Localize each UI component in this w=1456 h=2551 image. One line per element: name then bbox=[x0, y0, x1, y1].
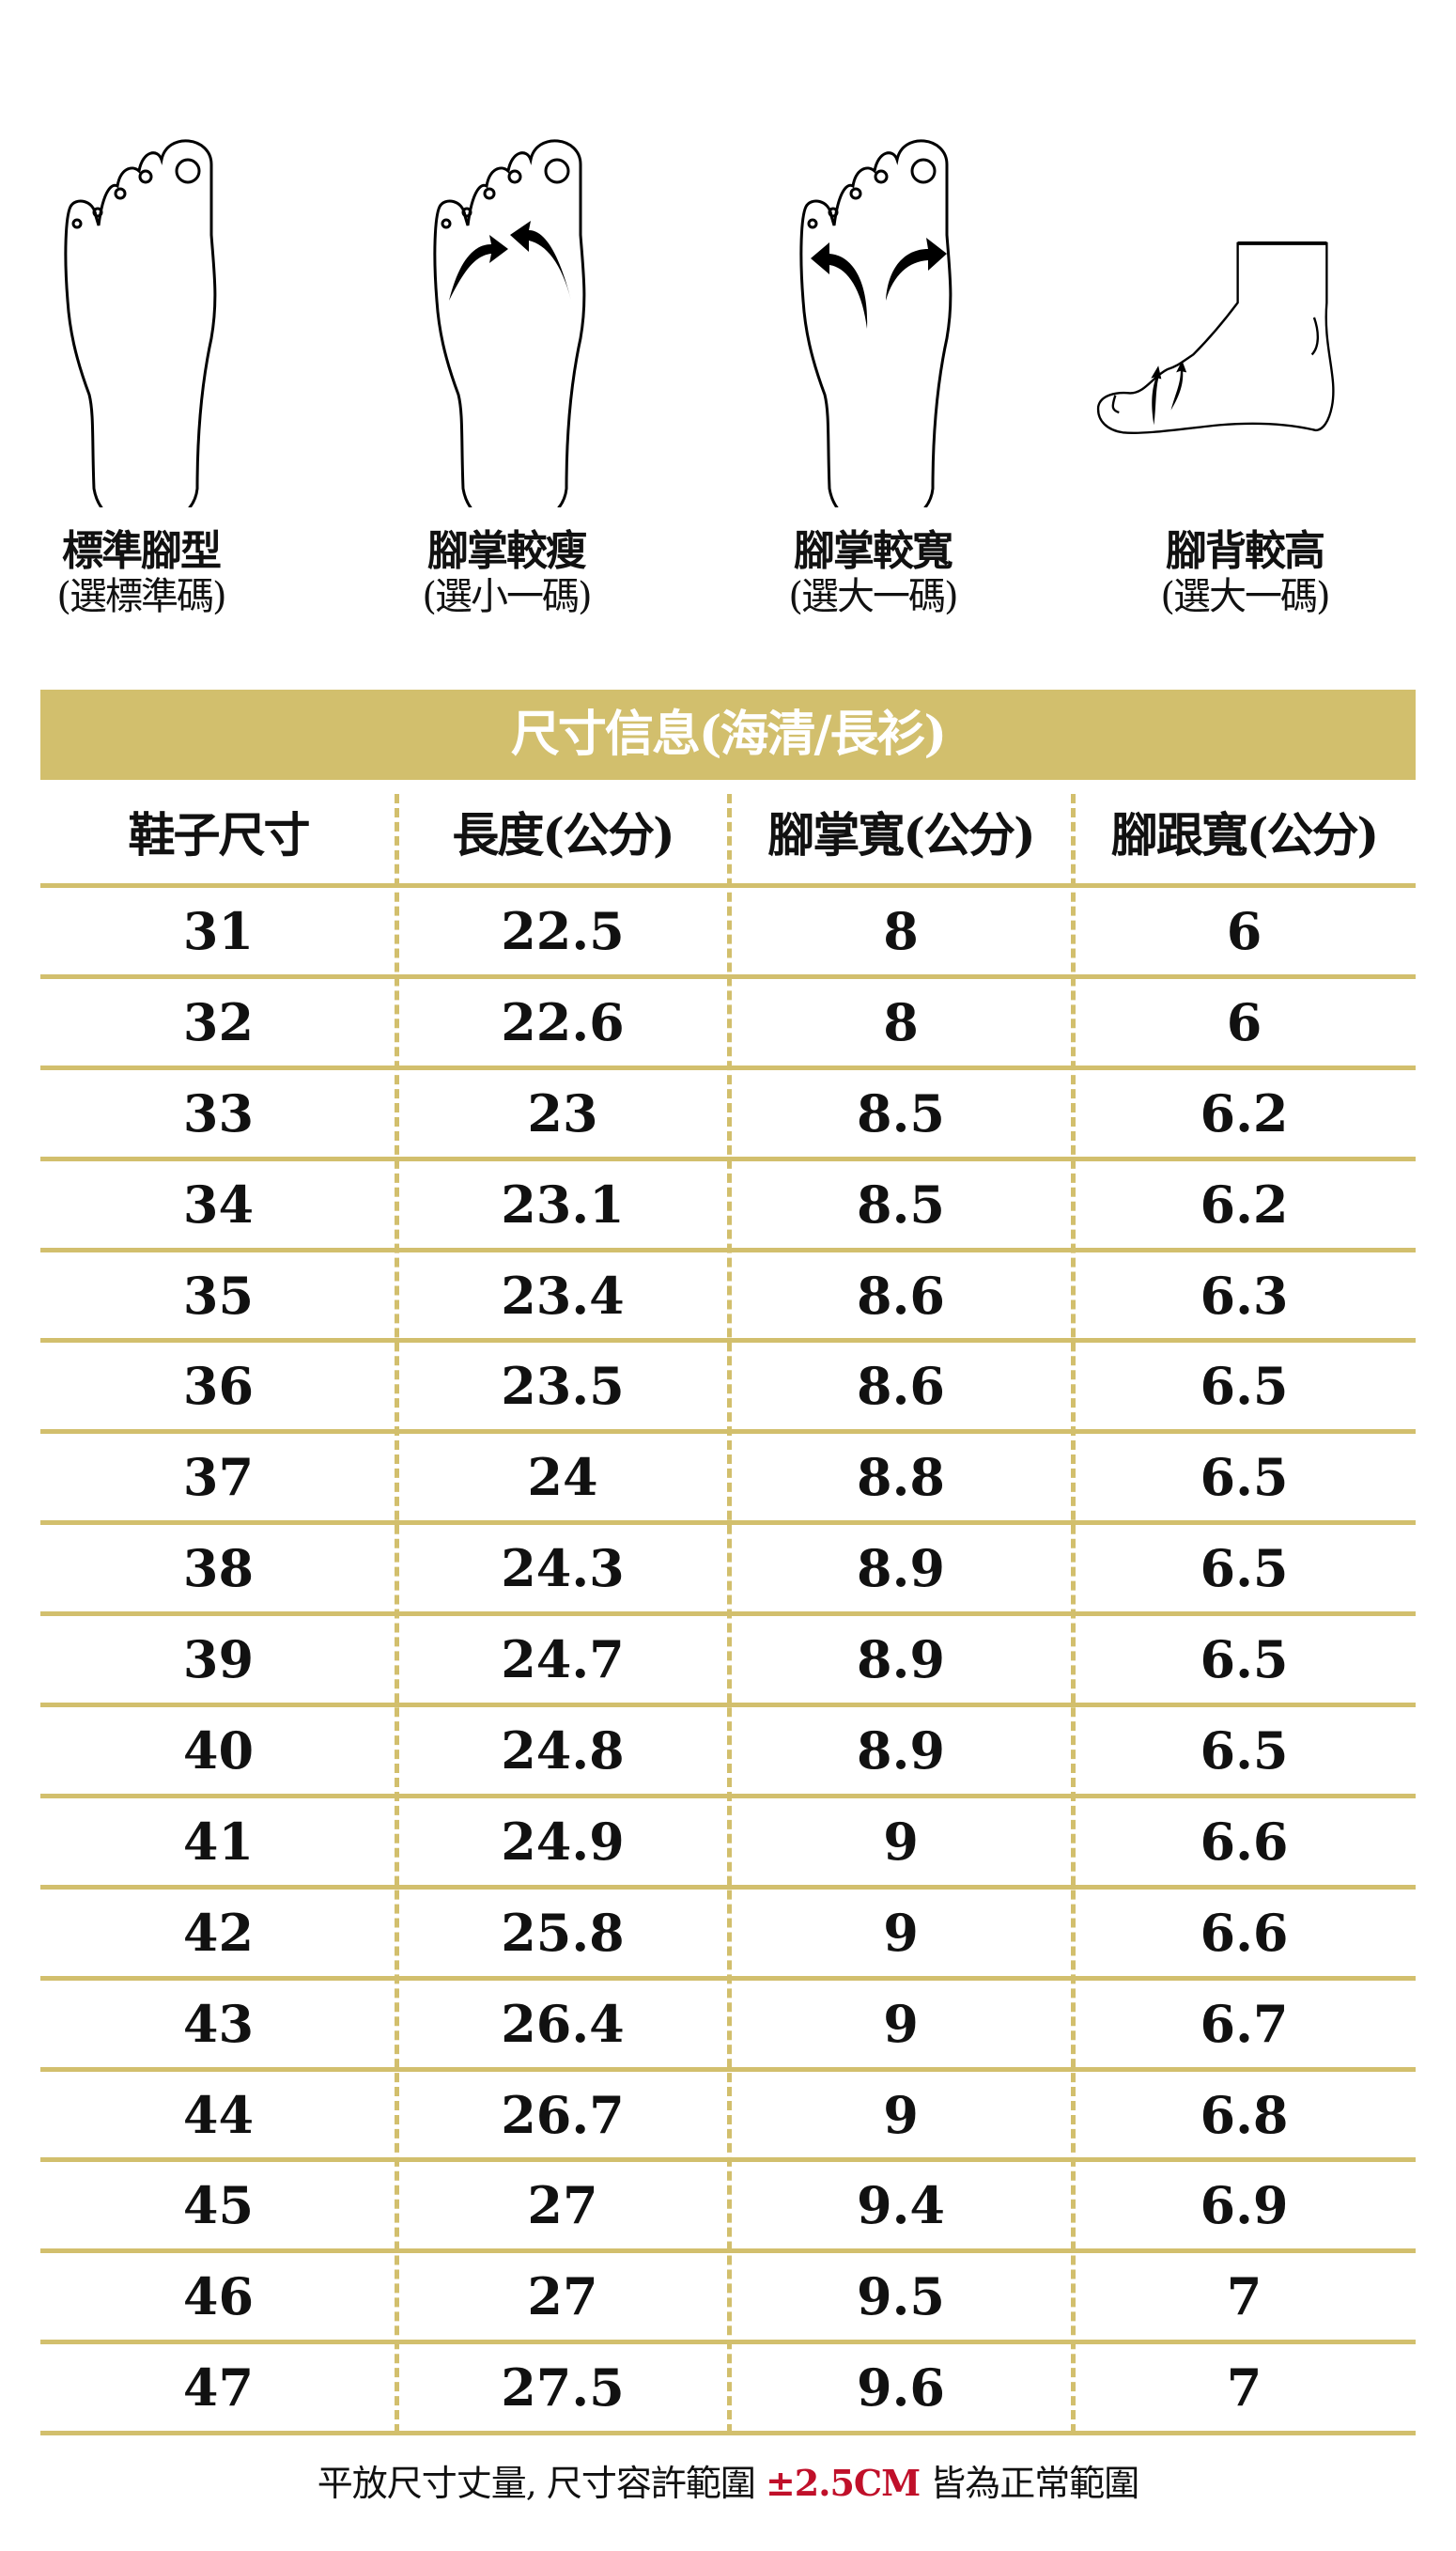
cell-length: 23.1 bbox=[501, 1174, 625, 1235]
cell-shoe-size: 41 bbox=[182, 1811, 255, 1872]
cell-heel-width: 6.3 bbox=[1200, 1265, 1289, 1326]
cell-heel-width: 6.7 bbox=[1200, 1993, 1289, 2054]
cell-length: 24.3 bbox=[501, 1538, 625, 1599]
header-ball-width: 腳掌寬(公分) bbox=[767, 807, 1035, 863]
header-heel-width: 腳跟寬(公分) bbox=[1110, 807, 1379, 863]
cell-shoe-size: 44 bbox=[182, 2084, 255, 2145]
foot-type-title: 腳掌較瘦 bbox=[427, 527, 587, 575]
cell-heel-width: 7 bbox=[1226, 2357, 1262, 2419]
cell-heel-width: 6.2 bbox=[1200, 1174, 1289, 1235]
cell-heel-width: 6 bbox=[1226, 991, 1262, 1052]
cell-ball-width: 9.5 bbox=[857, 2266, 945, 2327]
cell-heel-width: 6.6 bbox=[1200, 1811, 1289, 1872]
cell-shoe-size: 40 bbox=[182, 1719, 255, 1781]
cell-ball-width: 8 bbox=[883, 991, 919, 1052]
cell-heel-width: 6.9 bbox=[1200, 2175, 1289, 2236]
cell-shoe-size: 46 bbox=[182, 2266, 255, 2327]
column-divider bbox=[1071, 794, 1076, 2434]
note-text-before: 平放尺寸丈量, 尺寸容許範圍 bbox=[317, 2463, 766, 2504]
header-length: 長度(公分) bbox=[452, 807, 674, 863]
cell-heel-width: 6.6 bbox=[1200, 1902, 1289, 1963]
cell-ball-width: 8.8 bbox=[857, 1447, 945, 1508]
column-divider bbox=[395, 794, 399, 2434]
narrow-foot-icon bbox=[369, 113, 651, 529]
cell-length: 23.5 bbox=[501, 1356, 625, 1417]
cell-shoe-size: 42 bbox=[182, 1902, 255, 1963]
cell-shoe-size: 45 bbox=[182, 2175, 255, 2236]
foot-type-title: 標準腳型 bbox=[62, 527, 222, 575]
cell-shoe-size: 32 bbox=[182, 991, 255, 1052]
cell-heel-width: 6.2 bbox=[1200, 1082, 1289, 1143]
cell-ball-width: 8.6 bbox=[857, 1265, 945, 1326]
table-row: 39 24.7 8.9 6.5 bbox=[40, 1616, 1416, 1708]
foot-type-title: 腳掌較寬 bbox=[794, 527, 953, 575]
cell-heel-width: 6.5 bbox=[1200, 1629, 1289, 1690]
cell-shoe-size: 39 bbox=[182, 1629, 255, 1690]
cell-heel-width: 7 bbox=[1226, 2266, 1262, 2327]
cell-length: 24.8 bbox=[501, 1719, 625, 1781]
cell-length: 22.6 bbox=[501, 991, 625, 1052]
foot-type-subtitle: (選大一碼) bbox=[1160, 575, 1330, 618]
cell-length: 26.4 bbox=[501, 1993, 625, 2054]
cell-heel-width: 6 bbox=[1226, 900, 1262, 961]
cell-shoe-size: 34 bbox=[182, 1174, 255, 1235]
cell-ball-width: 9.6 bbox=[857, 2357, 945, 2419]
cell-length: 23 bbox=[527, 1082, 598, 1143]
wide-foot-icon bbox=[736, 113, 1017, 529]
cell-length: 27 bbox=[527, 2266, 598, 2327]
measurement-note: 平放尺寸丈量, 尺寸容許範圍 ±2.5CM 皆為正常範圍 bbox=[0, 2454, 1456, 2506]
high-instep-foot-icon bbox=[1071, 113, 1353, 507]
header-shoe-size: 鞋子尺寸 bbox=[128, 807, 311, 863]
note-text-after: 皆為正常範圍 bbox=[920, 2463, 1139, 2504]
cell-ball-width: 9 bbox=[883, 2084, 919, 2145]
cell-heel-width: 6.5 bbox=[1200, 1719, 1289, 1781]
foot-type-subtitle: (選標準碼) bbox=[56, 575, 226, 618]
tolerance-highlight: ±2.5CM bbox=[765, 2462, 921, 2504]
cell-ball-width: 8.9 bbox=[857, 1719, 945, 1781]
cell-heel-width: 6.5 bbox=[1200, 1538, 1289, 1599]
cell-ball-width: 8.5 bbox=[857, 1082, 945, 1143]
cell-length: 25.8 bbox=[501, 1902, 625, 1963]
size-table: 鞋子尺寸 長度(公分) 腳掌寬(公分) 腳跟寬(公分) 31 22.5 8 6 32 22… bbox=[40, 780, 1416, 2436]
cell-length: 23.4 bbox=[501, 1265, 625, 1326]
standard-foot-icon bbox=[0, 113, 282, 529]
cell-shoe-size: 35 bbox=[182, 1265, 255, 1326]
cell-length: 26.7 bbox=[501, 2084, 625, 2145]
column-divider bbox=[727, 794, 732, 2434]
cell-shoe-size: 37 bbox=[182, 1447, 255, 1508]
cell-shoe-size: 47 bbox=[182, 2357, 255, 2419]
foot-type-subtitle: (選大一碼) bbox=[788, 575, 958, 618]
cell-ball-width: 9 bbox=[883, 1902, 919, 1963]
cell-heel-width: 6.5 bbox=[1200, 1447, 1289, 1508]
cell-length: 24 bbox=[527, 1447, 598, 1508]
cell-length: 27.5 bbox=[501, 2357, 625, 2419]
cell-length: 24.9 bbox=[501, 1811, 625, 1872]
size-info-banner: 尺寸信息(海清/長衫) bbox=[40, 690, 1416, 780]
cell-ball-width: 8 bbox=[883, 900, 919, 961]
cell-ball-width: 8.6 bbox=[857, 1356, 945, 1417]
foot-type-subtitle: (選小一碼) bbox=[422, 575, 592, 618]
cell-ball-width: 8.5 bbox=[857, 1174, 945, 1235]
cell-ball-width: 8.9 bbox=[857, 1629, 945, 1690]
cell-length: 22.5 bbox=[501, 900, 625, 961]
table-row: 40 24.8 8.9 6.5 bbox=[40, 1707, 1416, 1798]
cell-length: 24.7 bbox=[501, 1629, 625, 1690]
cell-shoe-size: 38 bbox=[182, 1538, 255, 1599]
cell-shoe-size: 43 bbox=[182, 1993, 255, 2054]
cell-shoe-size: 36 bbox=[182, 1356, 255, 1417]
cell-ball-width: 9 bbox=[883, 1993, 919, 2054]
cell-heel-width: 6.5 bbox=[1200, 1356, 1289, 1417]
cell-ball-width: 8.9 bbox=[857, 1538, 945, 1599]
cell-length: 27 bbox=[527, 2175, 598, 2236]
cell-ball-width: 9.4 bbox=[857, 2175, 945, 2236]
foot-type-title: 腳背較高 bbox=[1166, 527, 1325, 575]
cell-shoe-size: 33 bbox=[182, 1082, 255, 1143]
cell-shoe-size: 31 bbox=[182, 900, 255, 961]
cell-ball-width: 9 bbox=[883, 1811, 919, 1872]
cell-heel-width: 6.8 bbox=[1200, 2084, 1289, 2145]
